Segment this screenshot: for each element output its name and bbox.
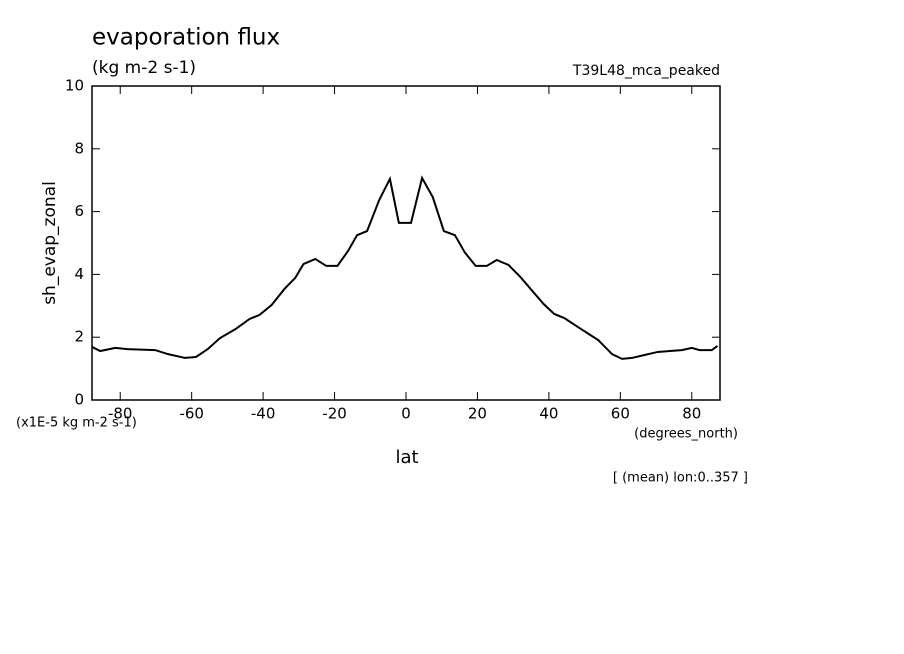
plot-frame [91,85,721,401]
x-tick-label: 20 [468,405,487,423]
x-tick-label: -40 [251,405,276,423]
x-tick-label: -60 [179,405,204,423]
x-axis-label: lat [395,447,418,468]
x-tick-label: -80 [108,405,133,423]
chart-title: evaporation flux [92,25,280,51]
y-tick-label: 4 [74,265,84,283]
y-tick-label: 0 [74,391,84,409]
x-tick-label: -20 [322,405,347,423]
chart-subtitle: (kg m-2 s-1) [92,58,196,78]
y-tick-label: 8 [74,139,84,157]
y-tick-label: 6 [74,202,84,220]
y-units: (x1E-5 kg m-2 s-1) [16,416,137,431]
x-tick-label: 40 [539,405,558,423]
dataset-label: T39L48_mca_peaked [572,63,720,79]
y-axis-label: sh_evap_zonal [40,181,60,305]
x-tick-label: 80 [682,405,701,423]
x-units: (degrees_north) [634,427,738,442]
x-tick-label: 60 [611,405,630,423]
data-line [91,175,719,360]
y-tick-label: 2 [74,328,84,346]
x-tick-label: 0 [401,405,411,423]
y-tick-label: 10 [65,77,84,95]
annotation: [ (mean) lon:0..357 ] [613,471,748,486]
